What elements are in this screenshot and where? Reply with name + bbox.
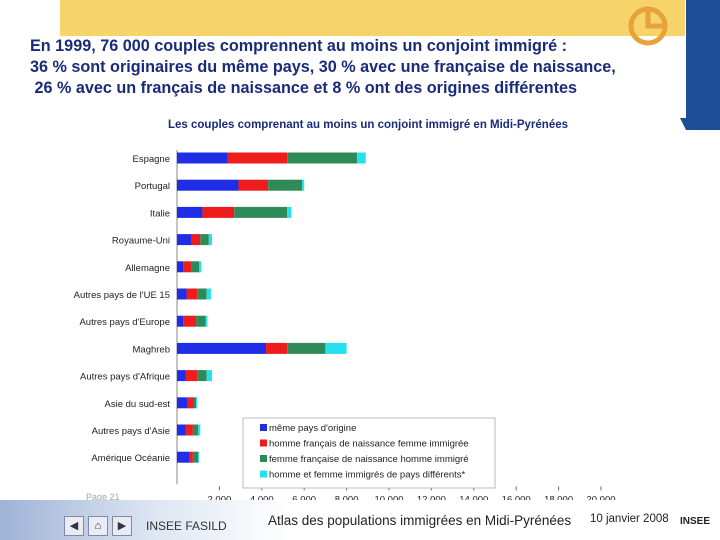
legend-swatch	[260, 470, 267, 478]
bar-segment-2	[202, 206, 235, 218]
category-label: Amérique Océanie	[91, 453, 170, 464]
x-tick-label: 4 000	[250, 494, 274, 500]
atlas-title: Atlas des populations immigrées en Midi-…	[268, 513, 572, 528]
prev-slide-button[interactable]: ◀	[64, 516, 84, 536]
bar-segment-4	[206, 288, 211, 300]
bar-segment-1	[177, 397, 188, 409]
bar-segment-1	[177, 179, 239, 191]
x-tick-label: 10 000	[374, 494, 403, 500]
category-label: Autres pays de l'UE 15	[74, 290, 170, 301]
insee-logo-icon	[628, 6, 668, 46]
footer-date: 10 janvier 2008	[590, 513, 669, 525]
bar-segment-3	[192, 424, 199, 436]
home-button[interactable]: ⌂	[88, 516, 108, 536]
bar-segment-2	[186, 288, 198, 300]
legend-label: femme française de naissance homme immig…	[269, 454, 469, 465]
bar-segment-1	[177, 152, 228, 164]
bar-segment-2	[183, 261, 192, 273]
bar-segment-1	[177, 342, 267, 354]
bar-segment-2	[227, 152, 288, 164]
bar-segment-1	[177, 234, 192, 246]
category-label: Asie du sud-est	[105, 399, 171, 410]
category-label: Autres pays d'Europe	[79, 317, 170, 328]
x-tick-label: 20 000	[586, 494, 615, 500]
insee-footer-logo: INSEE	[680, 516, 711, 527]
bar-segment-2	[238, 179, 269, 191]
x-tick-label: 2 000	[208, 494, 232, 500]
category-label: Espagne	[132, 154, 170, 165]
bar-segment-1	[177, 206, 203, 218]
bar-segment-3	[197, 288, 207, 300]
bar-segment-4	[357, 152, 366, 164]
bar-segment-2	[185, 424, 193, 436]
next-slide-button[interactable]: ▶	[112, 516, 132, 536]
headline: En 1999, 76 000 couples comprennent au m…	[30, 36, 690, 99]
chart-title: Les couples comprenant au moins un conjo…	[168, 119, 568, 131]
bar-segment-3	[200, 234, 209, 246]
bar-segment-2	[191, 234, 201, 246]
x-tick-label: 6 000	[292, 494, 316, 500]
bar-segment-3	[197, 370, 207, 382]
bar-segment-4	[198, 451, 200, 463]
bar-segment-2	[183, 315, 197, 327]
legend-swatch	[260, 439, 267, 447]
bar-segment-1	[177, 288, 187, 300]
bar-segment-1	[177, 261, 184, 273]
headline-line-1: En 1999, 76 000 couples comprennent au m…	[30, 37, 568, 55]
category-label: Autres pays d'Asie	[92, 426, 170, 437]
bar-segment-4	[196, 397, 198, 409]
bar-segment-3	[191, 261, 200, 273]
bar-segment-3	[192, 451, 199, 463]
bar-segment-4	[198, 424, 201, 436]
bar-segment-3	[287, 342, 326, 354]
bar-segment-4	[287, 206, 292, 218]
category-label: Maghreb	[133, 344, 171, 355]
bar-segment-2	[189, 451, 193, 463]
x-tick-label: 18 000	[544, 494, 573, 500]
category-label: Royaume-Uni	[112, 236, 170, 247]
headline-line-3: 26 % avec un français de naissance et 8 …	[30, 79, 577, 97]
x-tick-label: 8 000	[335, 494, 359, 500]
legend-swatch	[260, 424, 267, 431]
category-label: Italie	[150, 208, 170, 219]
bar-segment-1	[177, 315, 184, 327]
legend-label: homme français de naissance femme immigr…	[269, 439, 469, 450]
bar-segment-4	[206, 370, 212, 382]
bar-segment-4	[199, 261, 202, 273]
bar-segment-3	[196, 315, 206, 327]
source-label: INSEE FASILD	[146, 519, 227, 533]
page-number: Page 21	[86, 492, 120, 502]
legend-label: même pays d'origine	[269, 423, 356, 434]
headline-line-2: 36 % sont originaires du même pays, 30 %…	[30, 58, 616, 76]
bar-segment-4	[302, 179, 305, 191]
bar-segment-2	[185, 370, 198, 382]
category-label: Autres pays d'Afrique	[80, 372, 170, 383]
legend-label: homme et femme immigrés de pays différen…	[269, 470, 466, 481]
bar-segment-3	[234, 206, 288, 218]
x-tick-label: 14 000	[459, 494, 488, 500]
x-tick-label: 16 000	[502, 494, 531, 500]
bar-segment-4	[325, 342, 347, 354]
bar-segment-1	[177, 424, 186, 436]
category-label: Portugal	[135, 181, 170, 192]
bar-segment-3	[193, 397, 197, 409]
bar-segment-4	[208, 234, 212, 246]
legend-swatch	[260, 455, 267, 462]
legend-box	[242, 417, 496, 489]
bar-segment-4	[205, 315, 208, 327]
bar-segment-1	[177, 370, 186, 382]
category-label: Allemagne	[125, 263, 170, 274]
stacked-bar-chart: Les couples comprenant au moins un conjo…	[74, 119, 616, 500]
bar-segment-2	[187, 397, 194, 409]
x-tick-label: 12 000	[417, 494, 446, 500]
right-accent-bar	[680, 0, 720, 130]
bar-segment-3	[287, 152, 358, 164]
top-banner	[60, 0, 685, 36]
bar-segment-1	[177, 451, 190, 463]
bar-segment-3	[268, 179, 303, 191]
bar-segment-2	[266, 342, 288, 354]
